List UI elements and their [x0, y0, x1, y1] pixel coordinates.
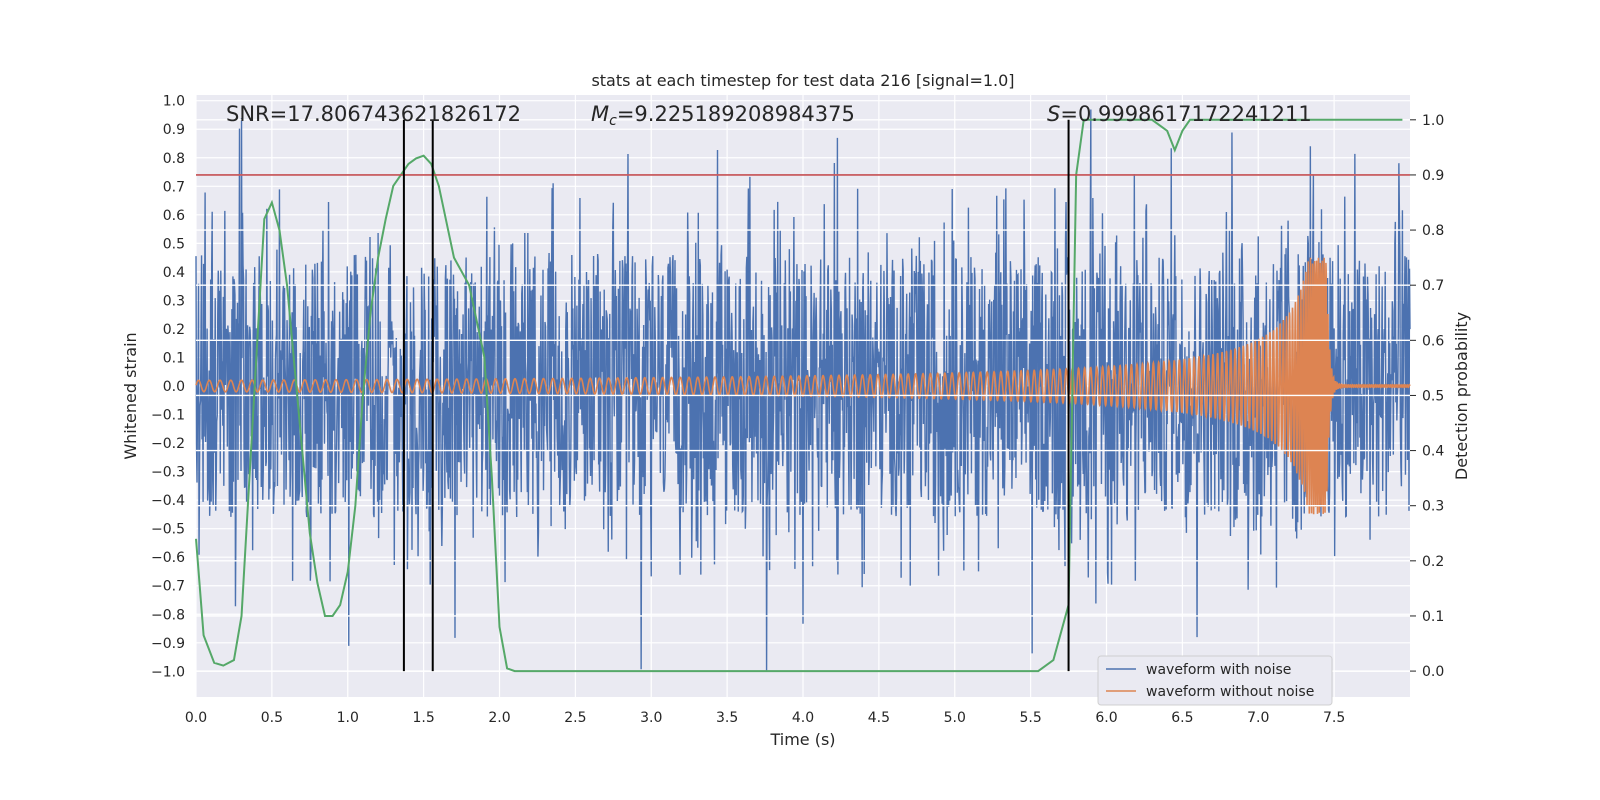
series-waveform-with-noise — [195, 109, 1411, 671]
x-tick-label: 0.5 — [261, 710, 283, 726]
y-tick-label: 0.3 — [163, 293, 185, 309]
y-tick-label: 0.8 — [163, 151, 185, 167]
y2-tick-label: 0.7 — [1422, 278, 1444, 294]
y-tick-label: 0.1 — [163, 350, 185, 366]
y-axis-label: Whitened strain — [121, 332, 140, 459]
series-line-noise — [195, 109, 1411, 671]
y2-tick-label: 0.6 — [1422, 333, 1444, 349]
stat-annotation: S=0.9998617172241211 — [1047, 102, 1312, 126]
x-tick-label: 5.5 — [1019, 710, 1041, 726]
y2-axis-label: Detection probability — [1452, 312, 1471, 480]
y2-tick-label: 0.9 — [1422, 168, 1444, 184]
snr-annotation: SNR=17.806743621826172 — [226, 102, 521, 126]
y-tick-label: −0.4 — [151, 493, 185, 509]
y2-tick-label: 0.0 — [1422, 664, 1444, 680]
y-tick-label: 0.5 — [163, 236, 185, 252]
x-tick-labels: 0.0 0.5 1.0 1.5 2.0 2.5 3.0 3.5 4.0 4.5 5.0 5.5 6.0 6… — [185, 710, 1345, 726]
y-tick-label: −1.0 — [151, 664, 185, 680]
x-tick-label: 0.0 — [185, 710, 207, 726]
y-tick-label: −0.9 — [151, 636, 185, 652]
legend-box — [1097, 655, 1333, 706]
series-line-probability — [195, 118, 1403, 673]
y-tick-label: 0.0 — [163, 379, 185, 395]
y2-tick-label: 0.5 — [1422, 388, 1444, 404]
y2-tick-label: 0.4 — [1422, 444, 1444, 460]
x-tick-label: 2.0 — [488, 710, 510, 726]
x-tick-label: 3.5 — [716, 710, 738, 726]
legend: waveform with noise waveform without noi… — [1097, 655, 1333, 706]
y-tick-label: −0.6 — [151, 550, 185, 566]
x-tick-label: 7.5 — [1323, 710, 1345, 726]
x-tick-label: 5.0 — [944, 710, 966, 726]
x-tick-label: 4.5 — [868, 710, 890, 726]
x-tick-label: 4.0 — [792, 710, 814, 726]
grid-right — [196, 119, 1410, 672]
y-tick-label: −0.7 — [151, 579, 185, 595]
y-tick-label: 0.6 — [163, 208, 185, 224]
x-tick-label: 6.0 — [1095, 710, 1117, 726]
x-tick-label: 1.0 — [337, 710, 359, 726]
y2-tick-label: 0.1 — [1422, 609, 1444, 625]
y-tick-label: 0.4 — [163, 265, 185, 281]
y2-tick-labels: 1.0 0.9 0.8 0.7 0.6 0.5 0.4 0.3 0.2 0.1 0.0 — [1410, 113, 1444, 680]
x-tick-label: 2.5 — [564, 710, 586, 726]
y-tick-label: 1.0 — [163, 94, 185, 110]
vertical-markers — [402, 119, 1070, 672]
x-tick-label: 6.5 — [1171, 710, 1193, 726]
y2-tick-label: 0.3 — [1422, 499, 1444, 515]
y-tick-label: −0.8 — [151, 607, 185, 623]
series-detection-probability — [195, 118, 1403, 673]
legend-label-noise: waveform with noise — [1146, 662, 1291, 678]
y-tick-label: 0.9 — [163, 122, 185, 138]
y-tick-label: −0.3 — [151, 465, 185, 481]
y-tick-label: −0.2 — [151, 436, 185, 452]
y-tick-label: 0.7 — [163, 179, 185, 195]
x-tick-label: 7.0 — [1247, 710, 1269, 726]
legend-label-clean: waveform without noise — [1146, 684, 1314, 700]
y-tick-label: 0.2 — [163, 322, 185, 338]
chart-title: stats at each timestep for test data 216… — [591, 71, 1014, 90]
x-tick-label: 3.0 — [640, 710, 662, 726]
y-tick-label: −0.1 — [151, 408, 185, 424]
chirp-mass-annotation: Mc=9.225189208984375 — [591, 102, 855, 129]
y2-tick-label: 0.2 — [1422, 554, 1444, 570]
y-tick-labels: 1.0 0.9 0.8 0.7 0.6 0.5 0.4 0.3 0.2 0.1 0.0 −0.1 −0.… — [151, 94, 185, 681]
y2-tick-label: 0.8 — [1422, 223, 1444, 239]
y2-tick-label: 1.0 — [1422, 113, 1444, 129]
x-axis-label: Time (s) — [769, 730, 835, 749]
y-tick-label: −0.5 — [151, 522, 185, 538]
x-tick-label: 1.5 — [412, 710, 434, 726]
